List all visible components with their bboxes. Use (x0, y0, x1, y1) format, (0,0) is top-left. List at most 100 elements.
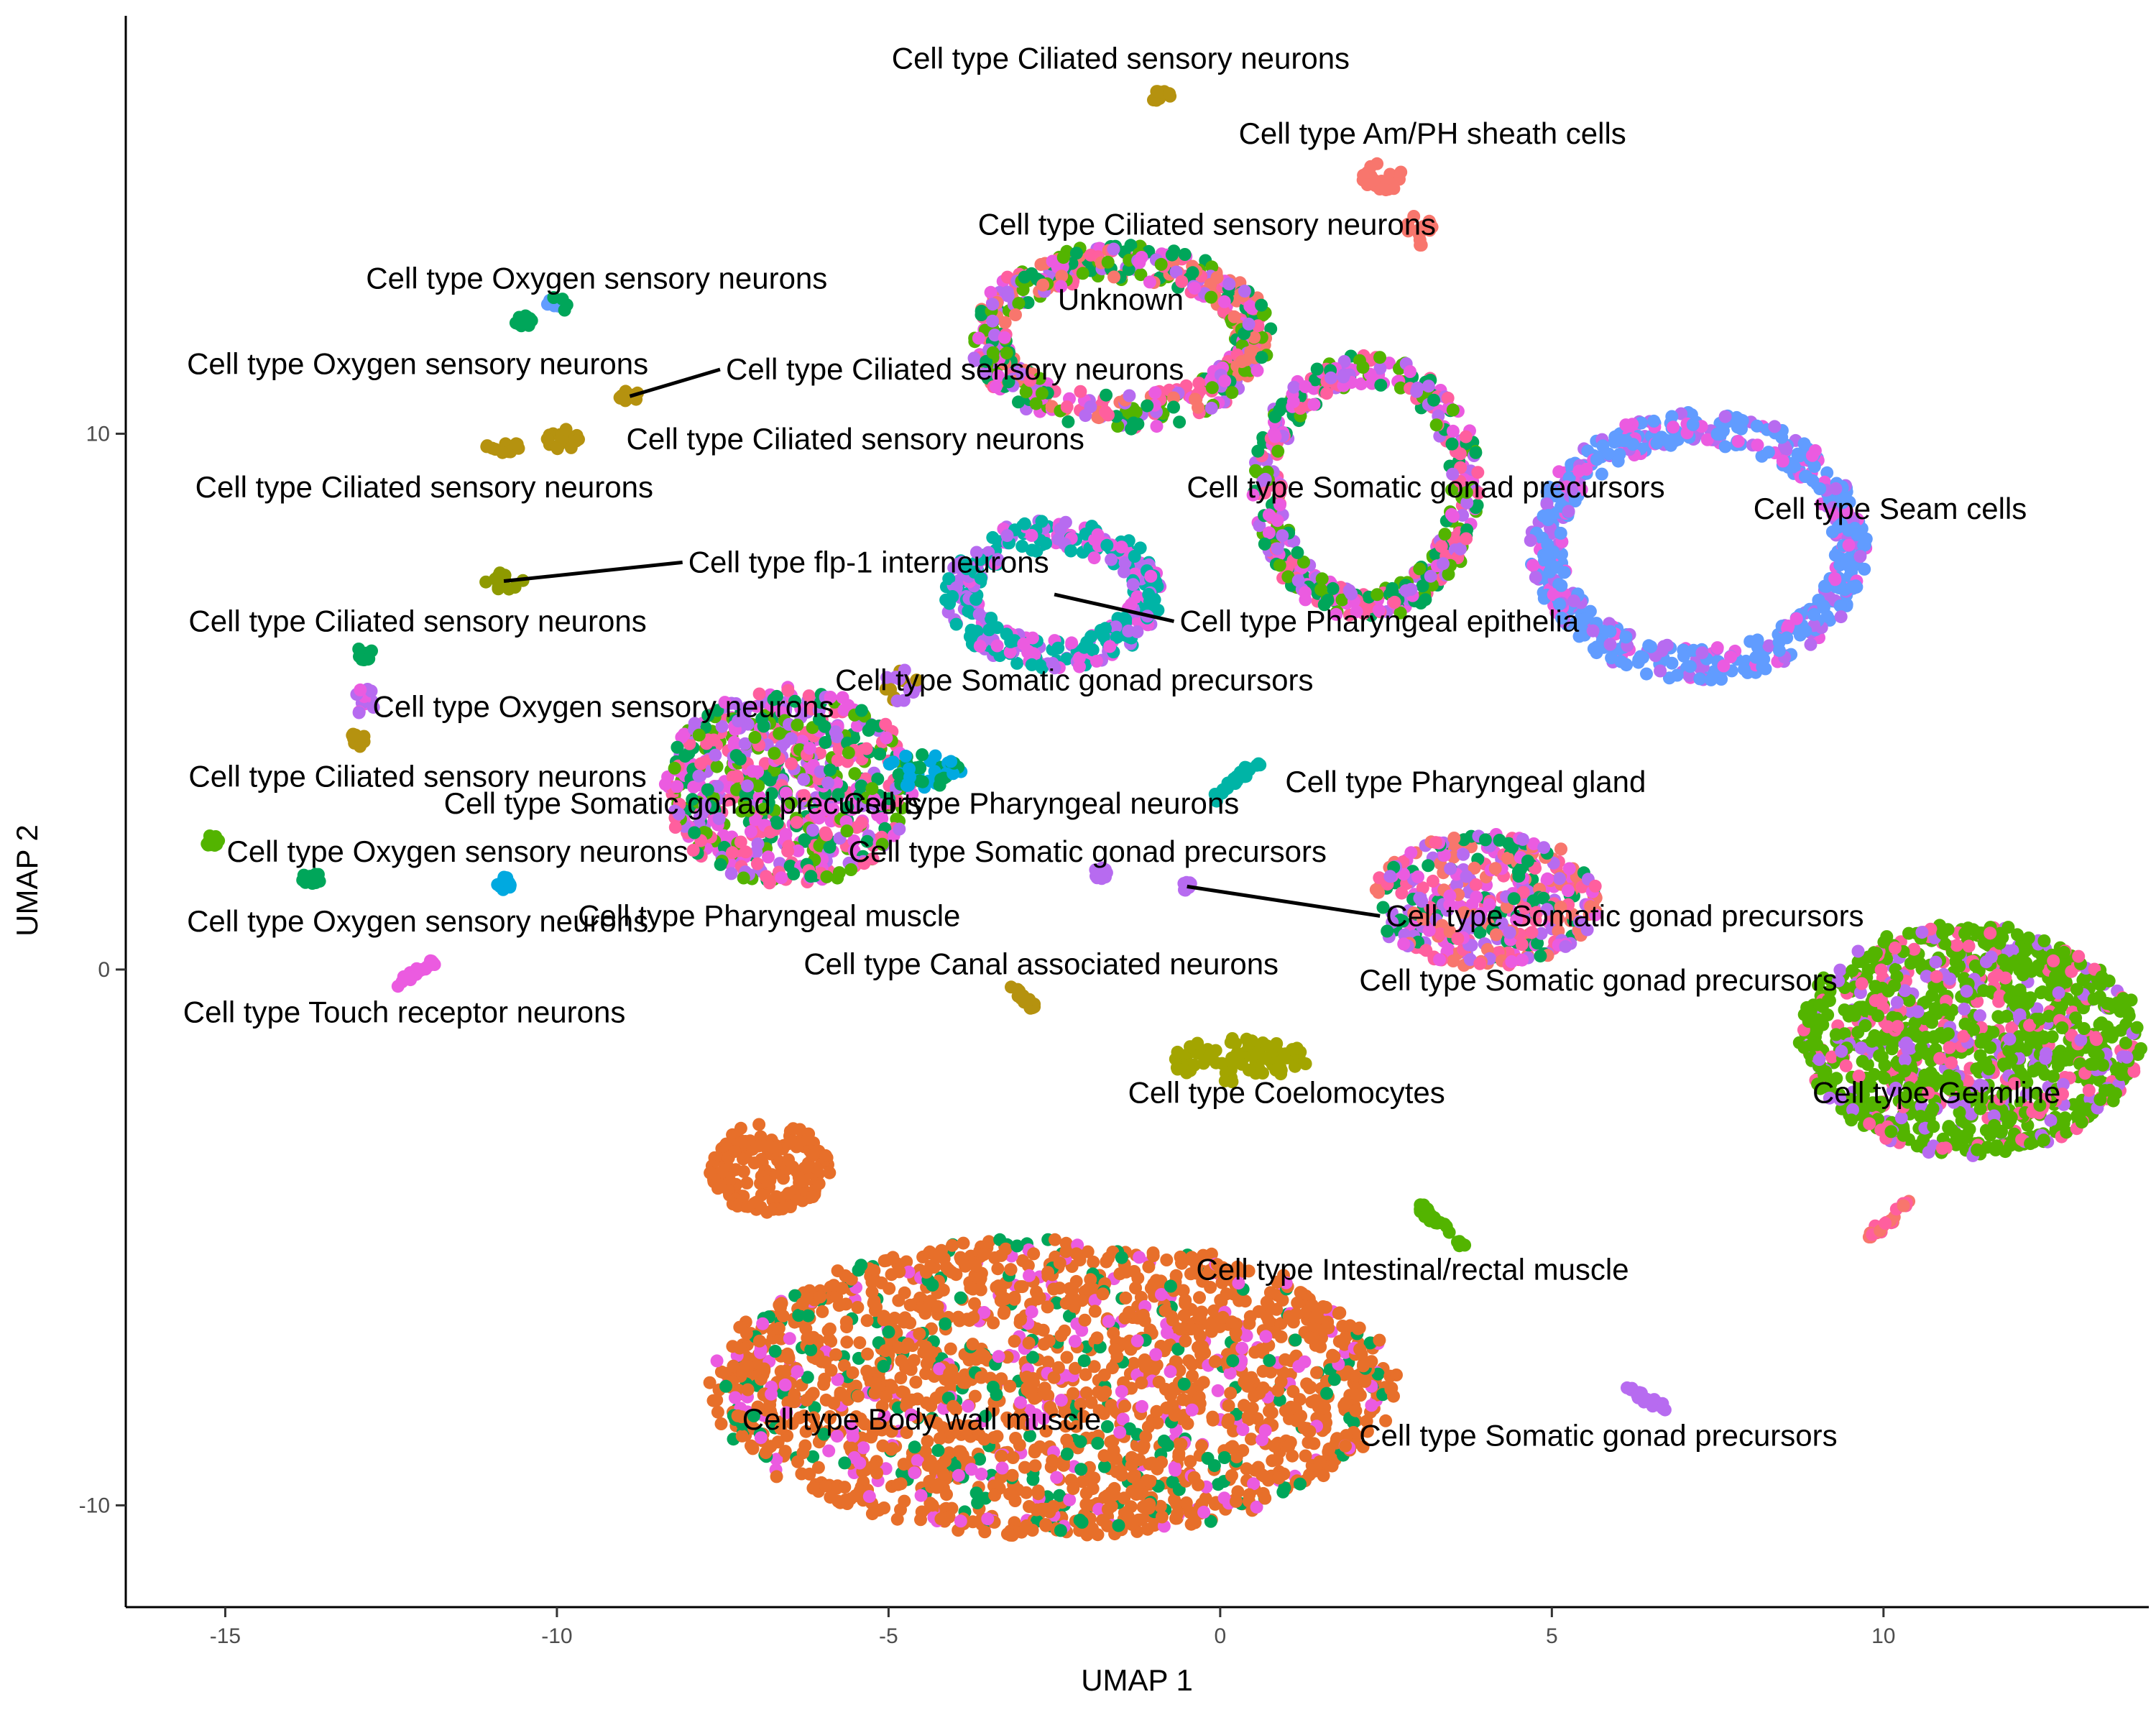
scatter-point (1693, 672, 1707, 686)
scatter-point (496, 446, 510, 459)
scatter-point (1512, 870, 1526, 883)
scatter-point (949, 617, 963, 631)
scatter-point (2024, 1137, 2037, 1151)
scatter-point (1958, 1003, 1971, 1016)
scatter-point (1478, 833, 1492, 847)
scatter-point (1009, 308, 1022, 321)
data-points-layer (201, 85, 2147, 1542)
scatter-point (1928, 1002, 1942, 1016)
scatter-point (357, 730, 371, 743)
scatter-point (2087, 993, 2101, 1006)
scatter-point (1429, 836, 1442, 850)
scatter-point (1994, 1126, 2008, 1139)
scatter-point (1991, 968, 2004, 982)
scatter-point (1908, 1016, 1922, 1030)
scatter-point (2020, 943, 2034, 957)
scatter-point (1863, 1117, 1876, 1131)
scatter-point (1383, 870, 1397, 883)
scatter-point (1929, 955, 1943, 969)
scatter-point (1204, 290, 1218, 304)
scatter-point (1127, 416, 1141, 430)
scatter-point (1967, 1023, 1981, 1036)
scatter-point (1718, 410, 1732, 423)
scatter-point (1129, 405, 1143, 419)
scatter-point (1444, 862, 1457, 875)
scatter-point (1253, 758, 1267, 772)
scatter-point (1399, 584, 1413, 597)
scatter-point (988, 328, 1002, 342)
scatter-point (1012, 297, 1026, 310)
scatter-point (1314, 583, 1327, 597)
scatter-point (1178, 248, 1192, 261)
scatter-point (842, 746, 855, 760)
scatter-point (1242, 317, 1256, 331)
scatter-point (2120, 1050, 2134, 1064)
scatter-point (1805, 448, 1819, 462)
scatter-point (929, 749, 942, 763)
scatter-point (1262, 508, 1276, 522)
scatter-point (1393, 381, 1407, 395)
scatter-point (972, 607, 986, 621)
scatter-point (1414, 239, 1428, 252)
scatter-point (1761, 446, 1775, 459)
scatter-point (1590, 646, 1603, 660)
scatter-point (748, 730, 762, 744)
scatter-point (668, 821, 682, 834)
scatter-point (739, 845, 752, 859)
scatter-point (1373, 362, 1387, 375)
scatter-point (1471, 466, 1485, 479)
scatter-point (1877, 935, 1891, 949)
scatter-point (1372, 603, 1386, 617)
scatter-point (1273, 558, 1286, 572)
scatter-point (692, 728, 706, 742)
scatter-point (1419, 593, 1432, 607)
scatter-point (762, 850, 775, 864)
scatter-point (1173, 415, 1187, 429)
scatter-point (494, 567, 507, 581)
scatter-point (1902, 926, 1915, 940)
scatter-point (346, 727, 360, 741)
scatter-point (2130, 1021, 2144, 1034)
scatter-point (2004, 1110, 2018, 1124)
scatter-point (1335, 593, 1349, 607)
scatter-point (1686, 418, 1700, 431)
scatter-point (1192, 400, 1204, 414)
scatter-point (1996, 954, 2009, 967)
scatter-point (1439, 1220, 1453, 1233)
scatter-point (733, 753, 747, 766)
scatter-point (1818, 579, 1831, 593)
scatter-point (1554, 842, 1567, 856)
scatter-point (1350, 605, 1363, 618)
scatter-point (1799, 624, 1812, 638)
scatter-point (2077, 1022, 2091, 1035)
scatter-point (944, 755, 958, 768)
scatter-point (1839, 1059, 1853, 1072)
scatter-point (296, 873, 310, 887)
scatter-point (1317, 598, 1331, 612)
scatter-point (1559, 939, 1572, 953)
scatter-point (1148, 386, 1162, 400)
scatter-point (1416, 579, 1429, 593)
scatter-point (2032, 1013, 2046, 1026)
scatter-point (692, 769, 706, 783)
scatter-point (2082, 1084, 2096, 1098)
scatter-point (1447, 832, 1461, 845)
scatter-point (425, 954, 438, 968)
scatter-point (1287, 380, 1301, 394)
scatter-point (2004, 1052, 2018, 1066)
scatter-point (972, 331, 985, 345)
scatter-point (1061, 415, 1075, 428)
scatter-point (1373, 351, 1386, 364)
scatter-point (2037, 1133, 2050, 1147)
scatter-point (1807, 607, 1821, 621)
scatter-point (724, 867, 738, 880)
scatter-point (1977, 984, 1991, 998)
scatter-point (2058, 945, 2070, 959)
scatter-point (989, 380, 1003, 394)
scatter-point (1751, 438, 1764, 452)
scatter-point (1616, 434, 1630, 447)
scatter-point (1107, 270, 1120, 284)
scatter-point (1835, 1044, 1848, 1058)
scatter-point (1596, 439, 1610, 453)
